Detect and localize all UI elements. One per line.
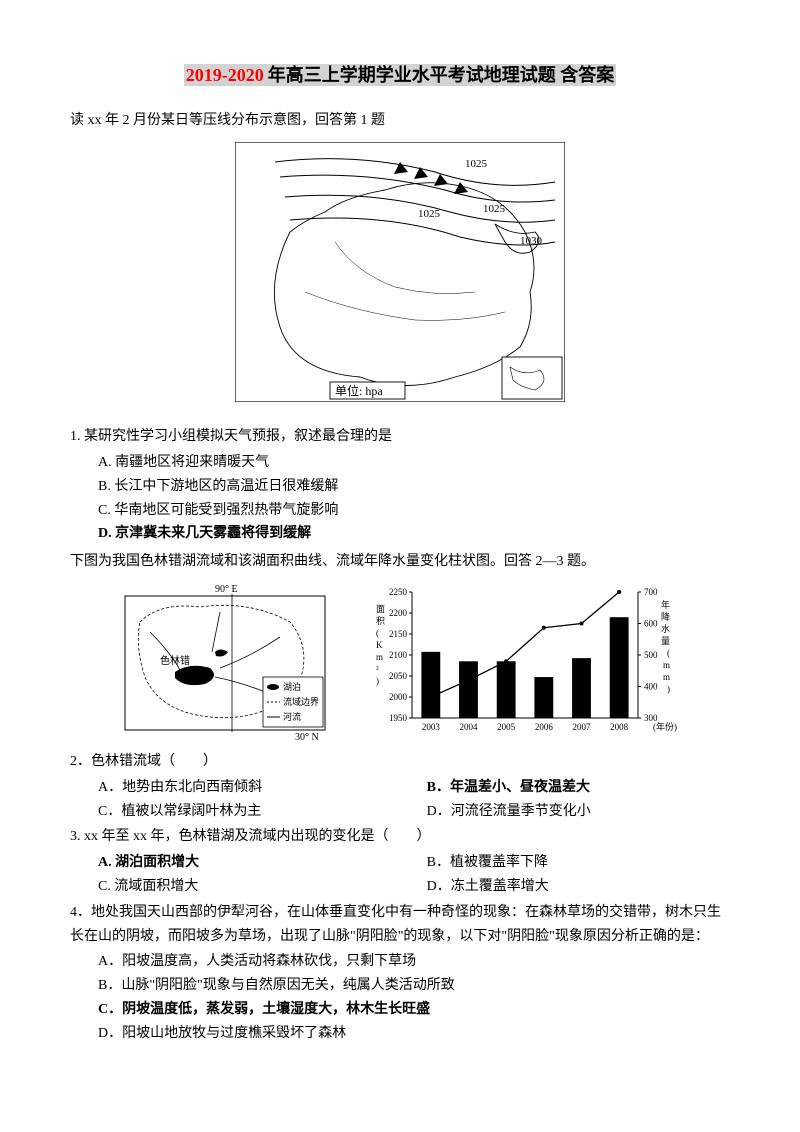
svg-text:1950: 1950 [389,713,408,723]
svg-text:): ) [667,684,670,694]
map2-bottom: 30° N [295,732,319,742]
q2-opt-a: A．地势由东北向西南倾斜 [98,776,427,800]
svg-text:(年份): (年份) [653,721,677,732]
map2-top: 90° E [215,584,238,595]
figure-1-wrap: 1025 1025 1025 1030 单位: hpa [70,142,730,411]
svg-text:²: ² [376,664,379,674]
svg-text:量: 量 [661,636,670,646]
q4-opt-b: B．山脉"阴阳脸"现象与自然原因无关，纯属人类活动所致 [98,974,730,998]
map-unit-label: 单位: hpa [335,383,383,398]
title-year: 2019-2020 [184,64,266,86]
svg-text:2000: 2000 [389,692,408,702]
isobar-label-1: 1025 [465,158,488,170]
svg-text:(: ( [667,648,670,658]
svg-text:2007: 2007 [573,722,592,732]
figure-2-wrap: 90° E 色林错 湖泊 流域边界 河流 30° N 1950 2000 2050 2… [70,582,730,742]
svg-text:2006: 2006 [535,722,554,732]
isobar-label-3: 1025 [483,203,506,215]
q3-opt-d: D．冻土覆盖率增大 [427,875,730,899]
svg-text:): ) [376,676,379,686]
svg-text:2200: 2200 [389,608,408,618]
q2-stem: 2．色林错流域（ ） [70,750,730,774]
legend-3: 河流 [283,711,301,722]
svg-text:K: K [376,640,383,650]
intro-2: 下图为我国色林错湖流域和该湖面积曲线、流域年降水量变化柱状图。回答 2—3 题。 [70,550,730,574]
svg-text:2003: 2003 [422,722,441,732]
svg-text:m: m [376,652,383,662]
svg-text:2008: 2008 [610,722,629,732]
q2-opt-b: B．年温差小、昼夜温差大 [427,776,730,800]
q2-opt-c: C．植被以常绿阔叶林为主 [98,800,427,824]
combo-chart: 1950200020502100215022002250300400500600… [370,582,680,742]
svg-text:2050: 2050 [389,671,408,681]
svg-text:500: 500 [644,650,658,660]
q3-opt-a: A. 湖泊面积增大 [98,851,427,875]
svg-text:700: 700 [644,587,658,597]
page-title: 2019-2020年高三上学期学业水平考试地理试题 含答案 [70,60,730,91]
q1-stem: 1. 某研究性学习小组模拟天气预报，叙述最合理的是 [70,425,730,449]
q1-opt-c: C. 华南地区可能受到强烈热带气旋影响 [98,499,730,523]
svg-text:(: ( [376,628,379,638]
legend-2: 流域边界 [283,696,319,707]
q3-opt-c: C. 流域面积增大 [98,875,427,899]
isobar-map: 1025 1025 1025 1030 单位: hpa [235,142,565,402]
q2-opt-d: D．河流径流量季节变化小 [427,800,730,824]
q4-stem: 4．地处我国天山西部的伊犁河谷，在山体垂直变化中有一种奇怪的现象：在森林草场的交… [70,901,730,949]
svg-text:面: 面 [376,604,385,614]
q4-opt-a: A．阳坡温度高，人类活动将森林砍伐，只剩下草场 [98,950,730,974]
q3-opt-b: B．植被覆盖率下降 [427,851,730,875]
svg-text:2005: 2005 [497,722,516,732]
q4-opt-d: D．阳坡山地放牧与过度樵采毁坏了森林 [98,1022,730,1046]
isobar-label-2: 1025 [418,208,441,220]
svg-text:积: 积 [376,615,385,626]
q1-opt-a: A. 南疆地区将迎来晴暖天气 [98,451,730,475]
svg-text:水: 水 [661,623,670,634]
svg-text:600: 600 [644,618,658,628]
svg-text:2004: 2004 [460,722,479,732]
map2-lake-label: 色林错 [160,654,190,667]
intro-1: 读 xx 年 2 月份某日等压线分布示意图，回答第 1 题 [70,109,730,133]
basin-map: 90° E 色林错 湖泊 流域边界 河流 30° N [120,582,330,742]
svg-text:年: 年 [661,599,670,610]
title-rest: 年高三上学期学业水平考试地理试题 含答案 [266,64,617,86]
svg-text:降: 降 [661,611,670,622]
svg-text:m: m [663,672,670,682]
svg-text:2100: 2100 [389,650,408,660]
legend-1: 湖泊 [283,682,301,692]
q4-opt-c: C．阴坡温度低，蒸发弱，土壤湿度大，林木生长旺盛 [98,998,730,1022]
q1-opt-d: D. 京津冀未来几天雾霾将得到缓解 [98,522,730,546]
isobar-label-4: 1030 [520,235,543,247]
svg-text:m: m [663,660,670,670]
svg-text:400: 400 [644,681,658,691]
q1-opt-b: B. 长江中下游地区的高温近日很难缓解 [98,475,730,499]
svg-text:2150: 2150 [389,629,408,639]
svg-text:2250: 2250 [389,587,408,597]
q3-stem: 3. xx 年至 xx 年，色林错湖及流域内出现的变化是（ ） [70,825,730,849]
